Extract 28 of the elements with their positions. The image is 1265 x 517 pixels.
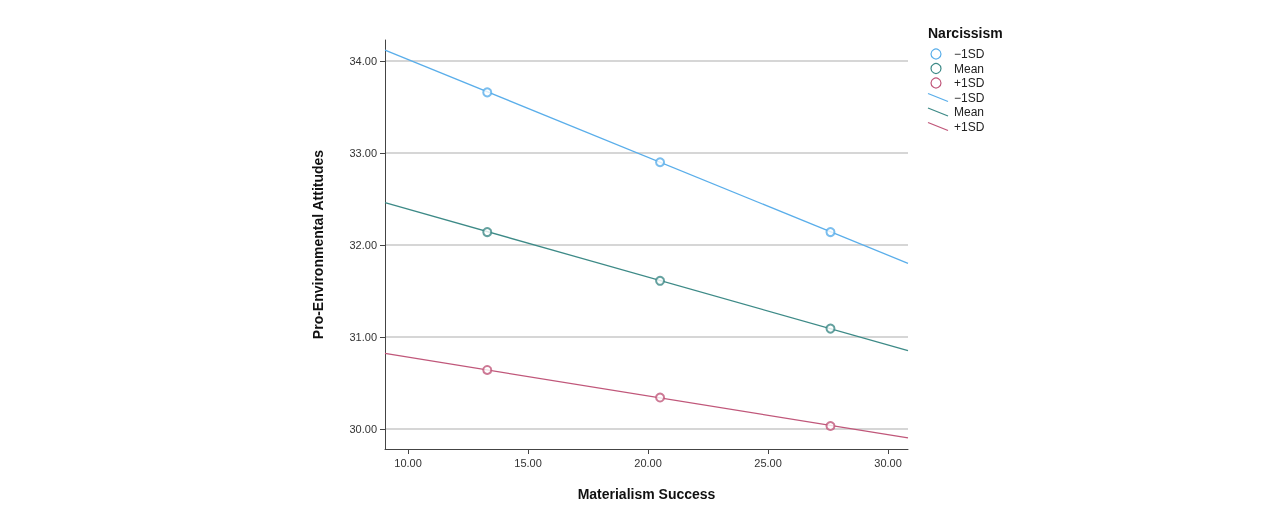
legend-label: +1SD	[954, 119, 985, 134]
legend-title: Narcissism	[928, 25, 1003, 41]
x-tick-label: 15.00	[514, 456, 542, 469]
legend-label: +1SD	[954, 76, 985, 90]
y-axis-title: Pro-Environmental Attitudes	[310, 149, 326, 340]
point	[825, 227, 836, 238]
y-tick-label: 30.00	[349, 422, 377, 435]
point	[655, 157, 666, 168]
x-tick-label: 25.00	[754, 456, 782, 469]
x-tick-label: 30.00	[874, 456, 902, 469]
point	[655, 275, 666, 286]
legend-label: −1SD	[954, 47, 985, 61]
point	[655, 392, 666, 403]
y-tick-label: 33.00	[349, 147, 377, 160]
x-axis-title: Materialism Success	[577, 486, 716, 502]
point	[482, 87, 493, 98]
y-tick-label: 34.00	[349, 55, 377, 68]
point	[482, 227, 493, 238]
legend-label: Mean	[954, 61, 985, 76]
legend-label: −1SD	[954, 90, 985, 105]
point	[482, 364, 493, 375]
point	[825, 323, 836, 334]
x-tick-label: 20.00	[634, 456, 662, 469]
y-tick-label: 31.00	[349, 330, 377, 343]
y-tick-label: 32.00	[349, 238, 377, 251]
x-tick-label: 10.00	[394, 456, 422, 469]
legend-label: Mean	[954, 105, 985, 119]
point	[825, 421, 836, 432]
